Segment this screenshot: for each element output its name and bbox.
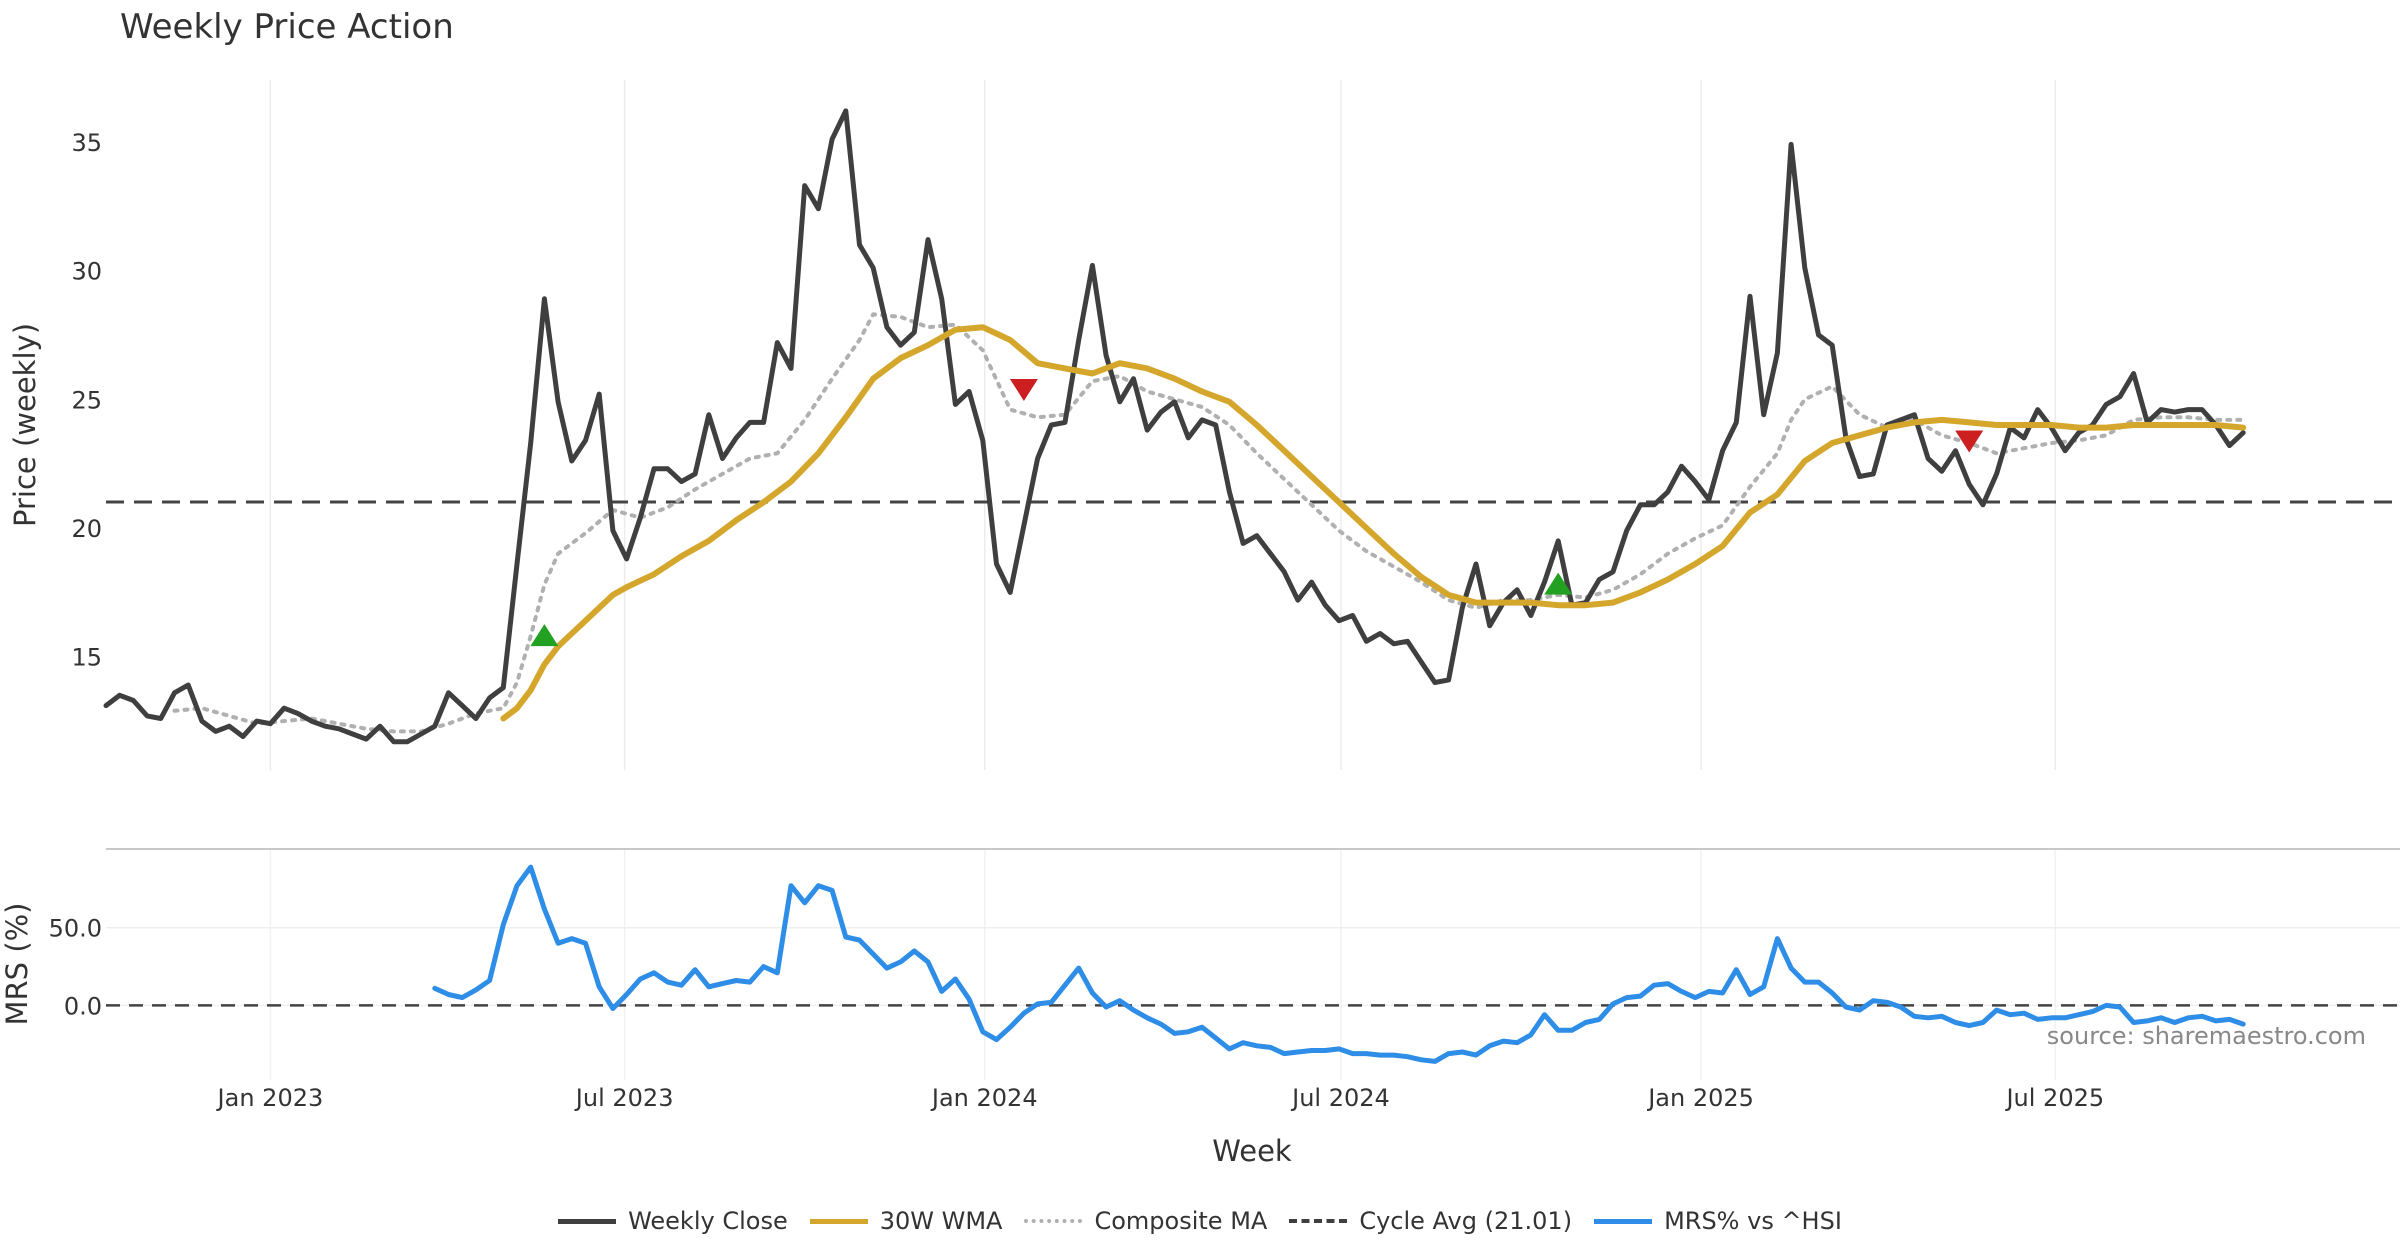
x-ticks: Jan 2023 Jul 2023 Jan 2024 Jul 2024 Jan 2025… (216, 1084, 2105, 1112)
chart-legend: Weekly Close 30W WMA Composite MA Cycle Avg… (0, 1207, 2400, 1235)
price-y-tick-label: 35 (71, 129, 102, 157)
price-series (103, 108, 2247, 745)
price-y-axis-label: Price (weekly) (8, 323, 42, 527)
x-axis-label: Week (1212, 1134, 1292, 1168)
mrs-y-tick-label: 0.0 (64, 992, 102, 1020)
sell-signal-marker (1955, 430, 1984, 453)
source-note: source: sharemaestro.com (2047, 1022, 2366, 1050)
legend-item-weekly-close: Weekly Close (558, 1207, 788, 1235)
legend-swatch-composite-ma (1024, 1219, 1083, 1223)
signal-markers (530, 378, 1984, 647)
price-y-tick-label: 20 (71, 515, 102, 543)
legend-swatch-cycle-avg-21-01 (1289, 1219, 1348, 1223)
mrs-y-axis-label: MRS (%) (0, 903, 34, 1026)
legend-swatch-mrs-vs-hsi (1594, 1218, 1653, 1224)
legend-label: Weekly Close (628, 1207, 788, 1235)
x-tick-label: Jan 2024 (930, 1084, 1038, 1112)
legend-label: 30W WMA (879, 1207, 1003, 1235)
buy-signal-marker (1544, 572, 1573, 595)
x-tick-label: Jan 2025 (1646, 1084, 1754, 1112)
series-30w-wma (500, 324, 2247, 722)
legend-item-composite-ma: Composite MA (1024, 1207, 1267, 1235)
mrs-y-ticks: 0.0 50.0 (49, 915, 102, 1021)
x-tick-label: Jul 2025 (2004, 1084, 2104, 1112)
series-composite-ma (172, 312, 2246, 734)
mrs-y-tick-label: 50.0 (49, 915, 102, 943)
x-tick-label: Jul 2023 (574, 1084, 674, 1112)
chart-title: Weekly Price Action (120, 7, 454, 47)
legend-item-cycle-avg-21-01: Cycle Avg (21.01) (1289, 1207, 1572, 1235)
sell-signal-marker (1009, 378, 1038, 401)
price-y-tick-label: 25 (71, 386, 102, 414)
legend-swatch-30w-wma (809, 1218, 868, 1224)
legend-label: MRS% vs ^HSI (1664, 1207, 1842, 1235)
series-weekly-close (103, 108, 2246, 745)
price-y-tick-label: 15 (71, 644, 102, 672)
legend-swatch-weekly-close (558, 1218, 617, 1224)
buy-signal-marker (530, 624, 559, 647)
legend-label: Composite MA (1094, 1207, 1268, 1235)
x-tick-label: Jul 2024 (1290, 1084, 1390, 1112)
series-mrs-vs-hsi (432, 864, 2246, 1064)
legend-item-mrs-vs-hsi: MRS% vs ^HSI (1594, 1207, 1842, 1235)
price-y-tick-label: 30 (71, 258, 102, 286)
price-y-ticks: 15 20 25 30 35 (71, 129, 102, 672)
mrs-series (432, 864, 2246, 1064)
legend-item-30w-wma: 30W WMA (809, 1207, 1003, 1235)
x-tick-label: Jan 2023 (216, 1084, 324, 1112)
legend-label: Cycle Avg (21.01) (1359, 1207, 1573, 1235)
